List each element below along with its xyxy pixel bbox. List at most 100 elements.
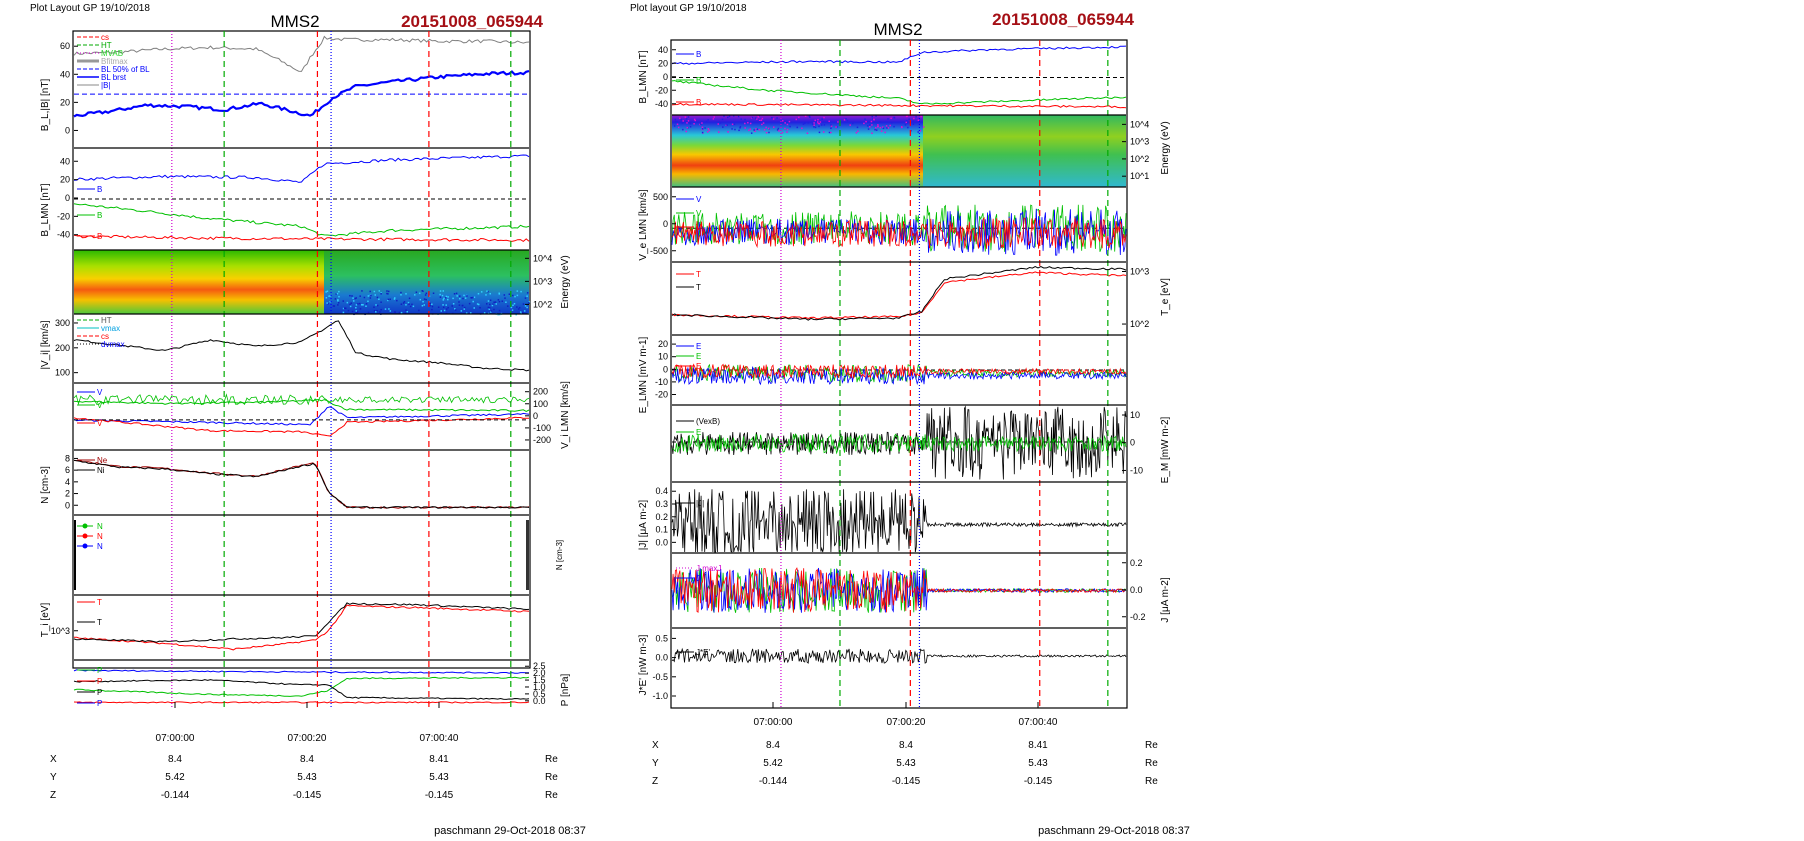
spectro-speck bbox=[512, 304, 514, 307]
spectro-speck bbox=[871, 124, 873, 126]
spectro-speck bbox=[761, 117, 764, 120]
spectro-speck bbox=[334, 298, 337, 300]
left-legend-p2: B B B bbox=[77, 185, 102, 241]
spectro-speck bbox=[447, 306, 449, 309]
spectro-speck bbox=[389, 298, 391, 301]
right-plot-frame bbox=[670, 39, 1128, 709]
spectro-speck bbox=[758, 115, 760, 117]
ytick-label: 10 bbox=[1130, 410, 1140, 420]
spectro-speck bbox=[380, 301, 382, 303]
r-time-tick-1: 07:00:00 bbox=[754, 717, 793, 728]
legend-bl-50: BL 50% of BL bbox=[101, 65, 150, 74]
ytick-label: 0.2 bbox=[1130, 558, 1143, 568]
spectro-speck bbox=[784, 122, 786, 124]
spectro-speck bbox=[439, 296, 442, 298]
spectro-speck bbox=[429, 302, 431, 305]
spectro-speck bbox=[528, 301, 531, 303]
spectro-speck bbox=[802, 123, 805, 125]
ytick-label: 10^3 bbox=[51, 626, 70, 636]
spectro-speck bbox=[326, 290, 329, 293]
spectro-speck bbox=[817, 118, 819, 121]
spectro-speck bbox=[889, 124, 891, 127]
spectro-speck bbox=[906, 115, 909, 117]
left-legend-p4: HT vmax cs dvmax bbox=[77, 316, 125, 349]
r-legend-tpar: T bbox=[696, 270, 701, 279]
spectro-speck bbox=[442, 304, 444, 306]
left-header: Plot Layout GP 19/10/2018 bbox=[30, 3, 150, 14]
left-spacecraft-title: MMS2 bbox=[270, 12, 319, 31]
left-n-marker-band bbox=[74, 520, 76, 590]
r-ylabel-ve: V_e LMN [km/s] bbox=[638, 189, 649, 260]
ylabel-energy: Energy (eV) bbox=[560, 255, 571, 308]
ylabel-bl: B_L,|B| [nT] bbox=[40, 79, 51, 132]
ytick-label: 0 bbox=[663, 72, 668, 82]
spectro-speck bbox=[875, 126, 877, 129]
r-eph-y-3: 5.43 bbox=[1028, 758, 1048, 769]
left-ylabels: B_L,|B| [nT] B_LMN [nT] Energy (eV) |V_i… bbox=[40, 79, 571, 707]
spectro-speck bbox=[704, 127, 706, 129]
spectro-speck bbox=[686, 126, 689, 129]
r-legend-el: E bbox=[696, 342, 701, 351]
legend-bm: B bbox=[97, 211, 102, 220]
r-legend-vexb: (VexB) bbox=[696, 417, 720, 426]
right-electron-spectrogram-pre bbox=[672, 115, 923, 187]
spectro-speck bbox=[384, 308, 387, 310]
spectro-speck bbox=[493, 308, 495, 311]
spectro-speck bbox=[387, 298, 390, 301]
spectro-speck bbox=[362, 304, 364, 306]
spectro-speck bbox=[409, 305, 412, 308]
ytick-label: 20 bbox=[658, 58, 668, 68]
series-b-m bbox=[671, 80, 1127, 105]
spectro-speck bbox=[485, 303, 488, 305]
spectro-speck bbox=[828, 120, 830, 123]
spectro-speck bbox=[493, 301, 495, 304]
spectro-speck bbox=[472, 300, 474, 303]
spectro-speck bbox=[365, 303, 368, 305]
spectro-speck bbox=[463, 308, 466, 310]
spectro-speck bbox=[419, 298, 422, 301]
spectro-speck bbox=[460, 310, 463, 312]
r-legend-jmax: J maxJ bbox=[696, 564, 721, 573]
ytick-label: 20 bbox=[658, 339, 668, 349]
spectro-speck bbox=[387, 299, 389, 302]
spectro-speck bbox=[359, 308, 362, 310]
spectro-speck bbox=[822, 131, 825, 133]
spectro-speck bbox=[758, 129, 761, 131]
spectro-speck bbox=[518, 306, 521, 309]
time-tick-2: 07:00:20 bbox=[288, 733, 327, 744]
right-legend-p4: T T bbox=[676, 270, 701, 292]
series-t-par bbox=[73, 604, 530, 651]
spectro-speck bbox=[733, 123, 736, 126]
legend-n2: N bbox=[97, 532, 103, 541]
spectro-speck bbox=[367, 311, 370, 314]
ytick-label: 0.0 bbox=[533, 696, 546, 706]
spectro-speck bbox=[707, 131, 709, 133]
spectro-speck bbox=[492, 303, 494, 306]
r-time-tick-3: 07:00:40 bbox=[1019, 717, 1058, 728]
spectro-speck bbox=[445, 308, 448, 310]
spectro-speck bbox=[342, 300, 345, 302]
eph-z-2: -0.145 bbox=[293, 790, 322, 801]
spectro-speck bbox=[447, 296, 449, 298]
spectro-speck bbox=[868, 124, 871, 126]
spectro-speck bbox=[357, 303, 359, 305]
spectro-speck bbox=[393, 298, 396, 300]
spectro-speck bbox=[386, 290, 388, 292]
spectro-speck bbox=[761, 123, 763, 126]
spectro-speck bbox=[476, 303, 479, 305]
spectro-speck bbox=[717, 131, 720, 133]
vexb-trace bbox=[671, 405, 1127, 480]
ytick-label: -0.2 bbox=[1130, 612, 1146, 622]
r-legend-em: E bbox=[696, 352, 701, 361]
spectro-speck bbox=[486, 290, 488, 292]
spectro-speck bbox=[455, 292, 458, 295]
spectro-speck bbox=[404, 312, 407, 315]
spectro-speck bbox=[830, 125, 833, 127]
ylabel-p: P [nPa] bbox=[560, 673, 571, 706]
spectro-speck bbox=[922, 126, 925, 128]
right-legend-p5: E E E bbox=[676, 342, 701, 371]
spectro-speck bbox=[354, 297, 356, 300]
spectro-speck bbox=[423, 304, 426, 306]
spectro-speck bbox=[515, 313, 517, 316]
